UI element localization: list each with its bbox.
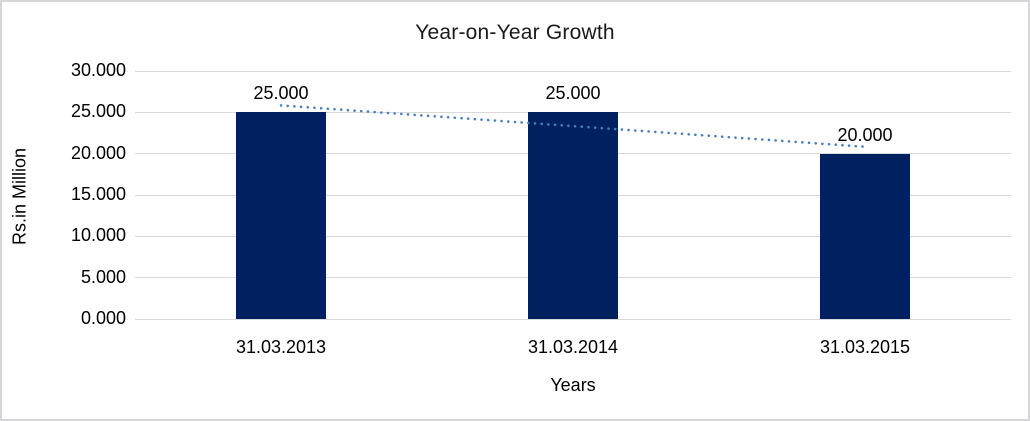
bar-data-label: 25.000 [253,83,309,104]
x-axis-title: Years [550,375,596,395]
x-category-label: 31.03.2013 [235,337,327,357]
y-tick-label: 0.000 [80,308,126,328]
gridline [135,70,1011,72]
y-tick-label: 5.000 [80,266,126,287]
y-tick-label: 25.000 [70,101,126,122]
y-tick-label: 15.000 [70,184,126,204]
bar-31.03.2014 [528,112,618,319]
chart-title: Year-on-Year Growth [415,21,615,44]
bar-31.03.2013 [236,112,326,319]
bar-data-label: 25.000 [545,83,601,104]
bar-31.03.2015 [820,153,910,319]
y-tick-label: 10.000 [70,225,126,246]
gridline [135,318,1011,320]
y-tick-label: 20.000 [70,142,126,163]
y-tick-label: 30.000 [70,60,126,80]
y-axis-title: Rs.in Million [9,147,30,246]
bar-data-label: 20.000 [837,124,893,145]
x-category-label: 31.03.2014 [527,337,619,357]
x-category-label: 31.03.2015 [819,337,911,357]
